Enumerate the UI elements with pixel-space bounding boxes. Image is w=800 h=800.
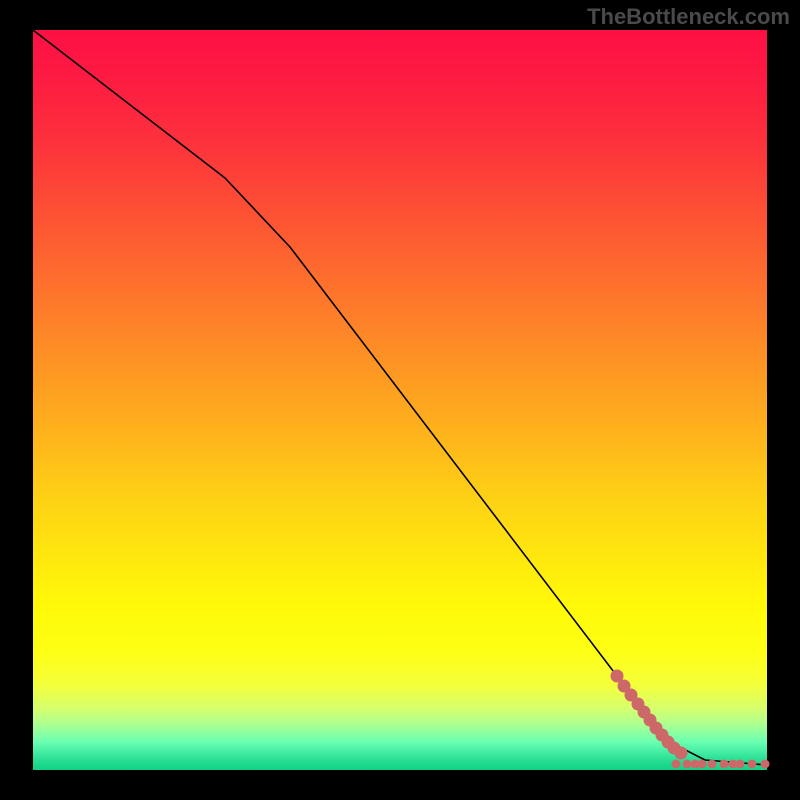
chart-container: TheBottleneck.com <box>0 0 800 800</box>
plot-background <box>33 30 767 770</box>
watermark-text: TheBottleneck.com <box>587 4 790 30</box>
